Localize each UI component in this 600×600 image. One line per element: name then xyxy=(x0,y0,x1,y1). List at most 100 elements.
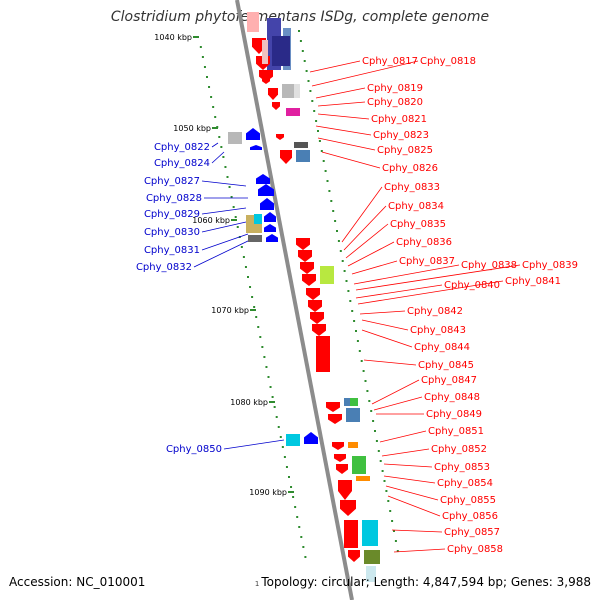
gene-block xyxy=(346,408,360,422)
leader-line xyxy=(343,205,387,251)
leader-line xyxy=(223,439,285,450)
gene-label-cphy_0820: Cphy_0820 xyxy=(367,97,423,108)
reverse-gene-arrow xyxy=(334,454,346,462)
minor-tick-dot xyxy=(253,306,256,308)
leader-line xyxy=(317,113,370,120)
minor-tick-dot xyxy=(222,156,225,158)
minor-tick-dot xyxy=(394,540,397,542)
forward-gene-arrow xyxy=(258,184,274,196)
minor-tick-dot xyxy=(279,436,282,438)
minor-tick-dot xyxy=(396,550,399,552)
gene-block xyxy=(282,84,296,98)
minor-tick-dot xyxy=(309,90,312,92)
leader-line xyxy=(391,529,443,533)
gene-label-cphy_0845: Cphy_0845 xyxy=(418,360,474,371)
minor-tick-dot xyxy=(343,270,346,272)
leader-line xyxy=(355,264,521,291)
reverse-gene-arrow xyxy=(348,550,360,562)
reverse-gene-arrow xyxy=(300,262,314,274)
gene-block xyxy=(356,476,370,481)
gene-label-cphy_0827: Cphy_0827 xyxy=(144,176,200,187)
gene-label-cphy_0852: Cphy_0852 xyxy=(431,444,487,455)
minor-tick-dot xyxy=(341,260,344,262)
gene-block xyxy=(294,84,300,98)
minor-tick-dot xyxy=(313,110,316,112)
reverse-gene-arrow xyxy=(326,402,340,412)
forward-gene-arrow xyxy=(264,212,276,222)
gene-features xyxy=(228,12,380,582)
minor-tick-dot xyxy=(230,196,233,198)
minor-tick-dot xyxy=(381,470,384,472)
gene-block xyxy=(316,336,330,372)
minor-tick-dot xyxy=(336,230,338,232)
reverse-gene-arrow xyxy=(268,88,278,100)
gene-label-cphy_0849: Cphy_0849 xyxy=(426,409,482,420)
leader-line xyxy=(385,485,439,501)
minor-tick-dot xyxy=(307,80,310,82)
reverse-gene-arrow xyxy=(308,300,322,312)
reverse-gene-arrow xyxy=(272,102,280,110)
kbp-tick-label: 1080 kbp xyxy=(230,398,268,407)
reverse-gene-arrow xyxy=(338,480,352,500)
genome-backbone xyxy=(235,0,354,600)
minor-tick-dot xyxy=(339,250,342,252)
minor-tick-dot xyxy=(214,116,217,118)
gene-block xyxy=(262,40,268,64)
leader-line xyxy=(363,359,417,366)
forward-gene-arrow xyxy=(266,234,278,242)
gene-label-cphy_0826: Cphy_0826 xyxy=(382,163,438,174)
minor-tick-dot xyxy=(298,526,301,528)
minor-tick-dot xyxy=(283,456,286,458)
minor-tick-dot xyxy=(265,366,268,368)
minor-tick-dot xyxy=(210,96,213,98)
minor-tick-dot xyxy=(261,346,264,348)
gene-label-cphy_0838: Cphy_0838 xyxy=(461,260,517,271)
leader-line xyxy=(359,310,406,315)
minor-tick-dot xyxy=(208,86,211,88)
gene-label-cphy_0853: Cphy_0853 xyxy=(434,462,490,473)
minor-tick-dot xyxy=(326,180,329,182)
reverse-gene-arrow xyxy=(310,312,324,324)
minor-tick-dot xyxy=(322,160,325,162)
minor-tick-dot xyxy=(220,146,223,148)
leader-line xyxy=(387,495,441,517)
minor-tick-dot xyxy=(375,440,378,442)
gene-labels: Cphy_0822 Cphy_0824 Cphy_0827 Cphy_0828 Cphy… xyxy=(136,56,578,555)
minor-tick-dot xyxy=(249,286,252,288)
gene-block xyxy=(348,442,358,448)
forward-gene-arrow xyxy=(246,128,260,140)
minor-tick-dot xyxy=(318,140,321,142)
minor-tick-dot xyxy=(334,220,337,222)
gene-block xyxy=(352,456,366,474)
gene-label-cphy_0854: Cphy_0854 xyxy=(437,478,493,489)
minor-tick-dot xyxy=(271,396,274,398)
minor-tick-dot xyxy=(337,240,340,242)
gene-label-cphy_0851: Cphy_0851 xyxy=(428,426,484,437)
minor-tick-dot xyxy=(358,350,361,352)
minor-tick-dot xyxy=(205,76,208,78)
reverse-gene-arrow xyxy=(332,442,344,450)
leader-line xyxy=(201,233,249,251)
minor-tick-dot xyxy=(347,290,350,292)
minor-tick-dot xyxy=(351,310,354,312)
gene-block xyxy=(344,520,358,548)
gene-label-cphy_0825: Cphy_0825 xyxy=(377,145,433,156)
gene-label-cphy_0834: Cphy_0834 xyxy=(388,201,444,212)
minor-tick-dot xyxy=(353,320,356,322)
gene-label-cphy_0831: Cphy_0831 xyxy=(144,245,200,256)
gene-label-cphy_0855: Cphy_0855 xyxy=(440,495,496,506)
gene-label-cphy_0841: Cphy_0841 xyxy=(505,276,561,287)
minor-tick-dot xyxy=(232,206,235,208)
leader-line xyxy=(311,60,419,87)
leader-line xyxy=(355,284,443,299)
reverse-gene-arrow xyxy=(280,150,292,164)
gene-block xyxy=(350,398,358,406)
minor-tick-dot xyxy=(355,330,357,332)
forward-gene-arrow xyxy=(264,224,276,232)
minor-tick-dot xyxy=(298,30,300,32)
minor-tick-dot xyxy=(201,56,204,58)
minor-tick-dot xyxy=(299,40,302,42)
leader-line xyxy=(347,241,395,267)
gene-label-cphy_0837: Cphy_0837 xyxy=(399,256,455,267)
minor-tick-dot xyxy=(385,490,388,492)
